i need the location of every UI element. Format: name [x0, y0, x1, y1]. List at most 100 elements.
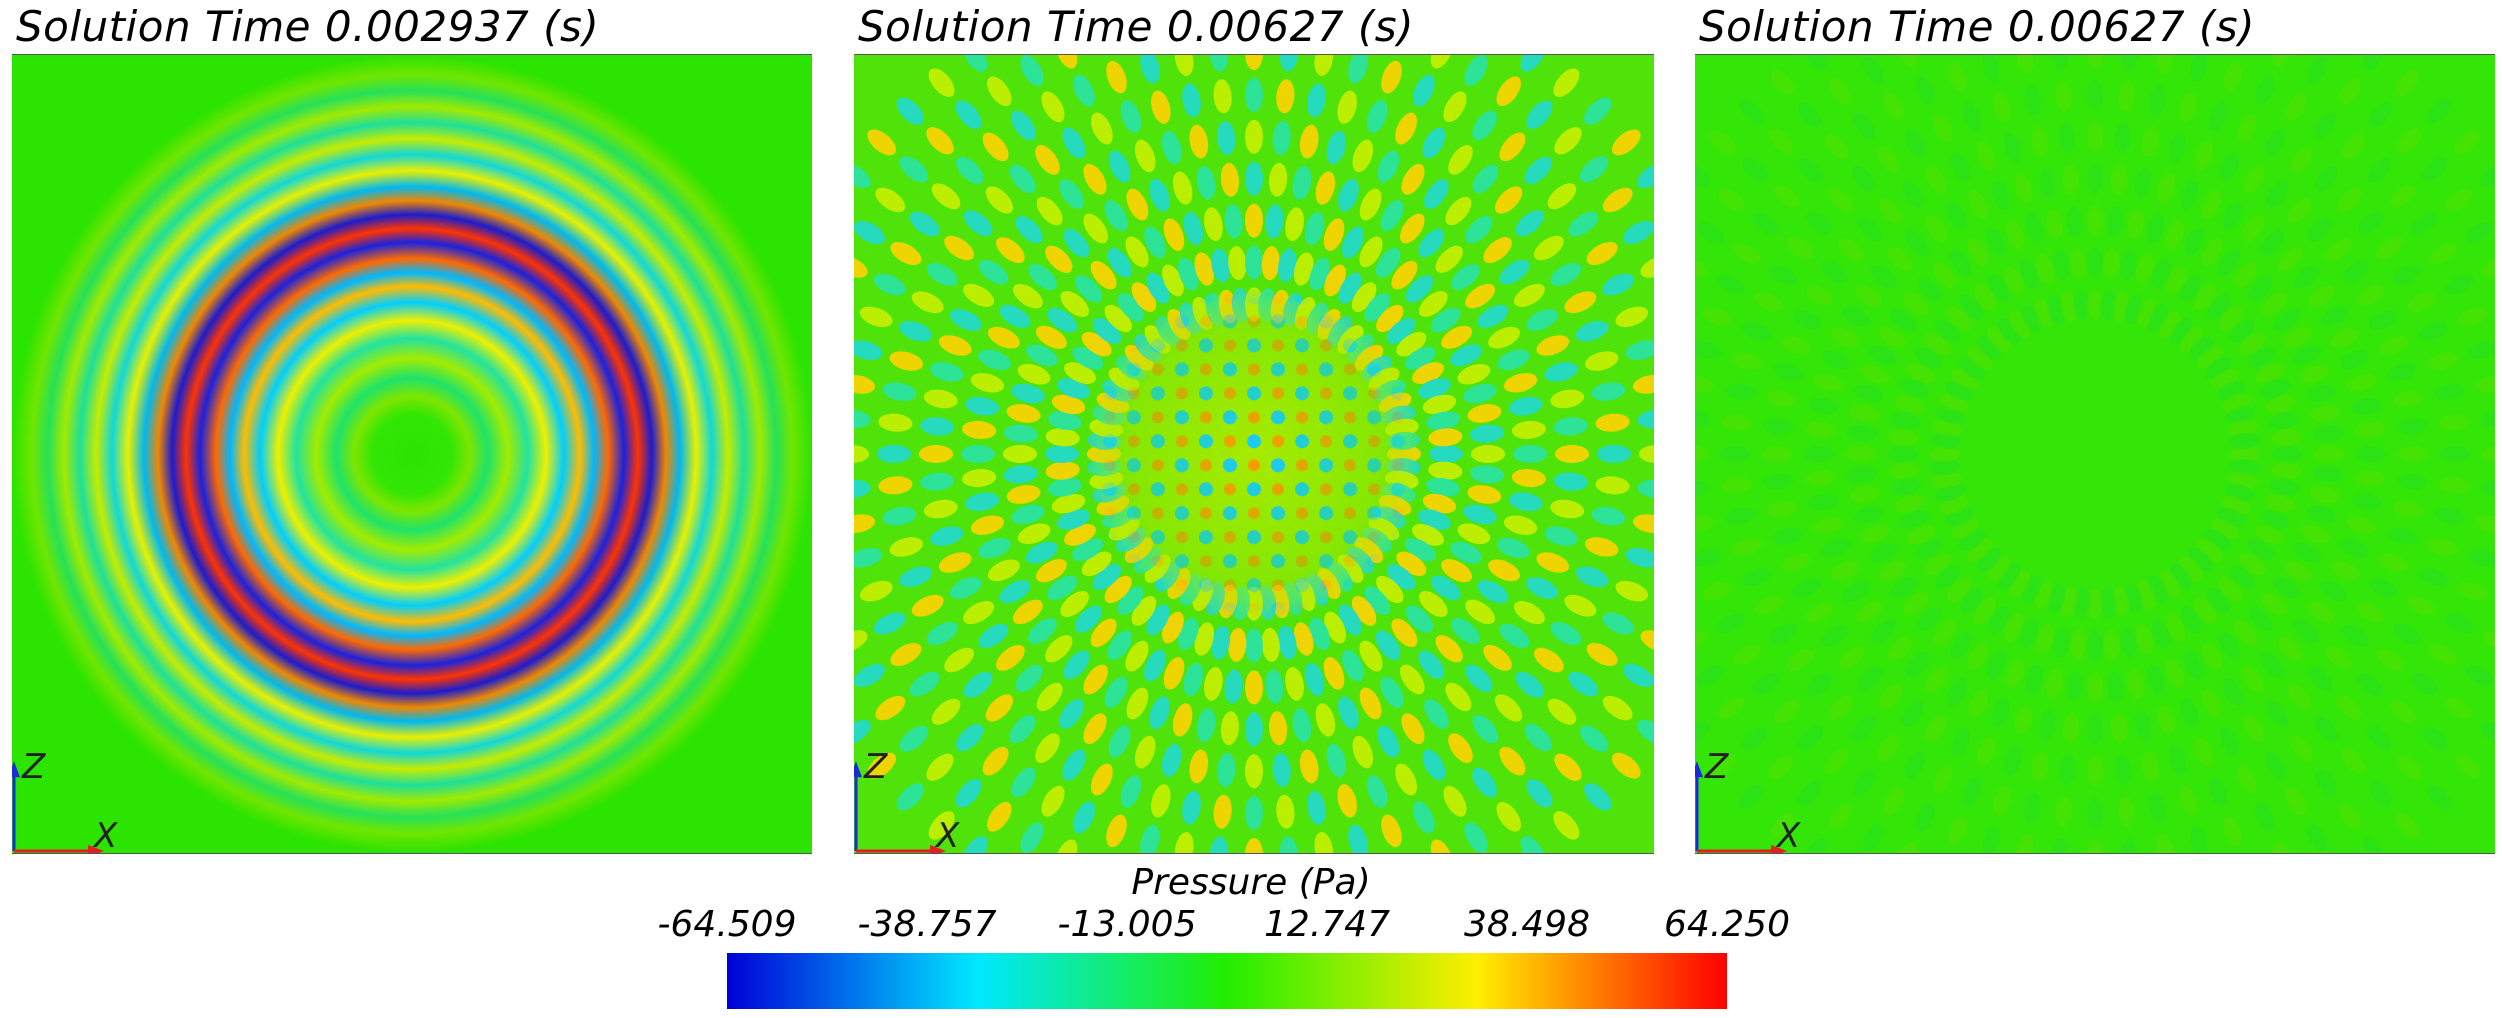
streak-blob: [1803, 446, 1835, 462]
streak-blob: [2368, 102, 2392, 128]
streak-blob: [1968, 689, 1989, 718]
streak-blob: [2445, 613, 2474, 634]
streak-blob: [1695, 257, 1707, 277]
streak-blob: [1967, 346, 1993, 370]
streak-blob: [2376, 649, 2404, 671]
streak-blob: [1935, 319, 1961, 343]
streak-blob: [2395, 812, 2419, 839]
streak-blob: [2087, 588, 2103, 619]
streak-blob: [1962, 102, 1982, 132]
streak-blob: [2358, 211, 2384, 235]
colorbar-tick-3: -13.005: [1057, 904, 1197, 945]
streak-blob: [2066, 206, 2083, 237]
streak-blob: [1786, 649, 1814, 671]
streak-blob: [1804, 421, 1836, 439]
streak-blob: [2051, 55, 2069, 70]
streak-blob: [2127, 668, 2144, 699]
streak-blob: [1935, 565, 1961, 589]
streak-blob: [2134, 167, 2152, 198]
pressure-wavefront-rings: [12, 55, 812, 853]
streak-blob: [1879, 198, 1903, 224]
streak-blob: [2313, 446, 2345, 462]
streak-blob: [2480, 411, 2495, 428]
streak-blob: [2188, 547, 2214, 572]
streak-blob: [2418, 567, 2448, 586]
axis-label-z-3: Z: [1704, 747, 1729, 787]
streak-blob: [2445, 189, 2472, 211]
streak-blob: [2166, 266, 2186, 295]
streak-blob: [2422, 727, 2448, 751]
streak-blob: [2458, 582, 2488, 601]
streak-blob: [2151, 619, 2170, 649]
streak-blob: [1695, 515, 1715, 532]
streak-blob: [2087, 714, 2103, 745]
streak-blob: [2136, 624, 2154, 654]
streak-blob: [2170, 563, 2192, 590]
streak-blob: [1742, 322, 1772, 341]
streak-blob: [2254, 363, 2284, 383]
streak-blob: [2112, 586, 2130, 617]
streak-blob: [2283, 327, 2312, 348]
streak-blob: [1761, 446, 1793, 462]
streak-blob: [1857, 666, 1883, 691]
colorbar-tick-6: 64.250: [1664, 904, 1790, 945]
streak-blob: [1695, 549, 1722, 567]
streak-blob: [2201, 642, 2223, 670]
streak-blob: [2429, 644, 2457, 665]
streak-blob: [2218, 631, 2241, 659]
streak-blob: [2222, 201, 2244, 230]
streak-blob: [1947, 306, 1972, 331]
streak-blob: [2005, 220, 2025, 250]
streak-blob: [1821, 539, 1851, 558]
streak-blob: [1766, 390, 1797, 408]
streak-blob: [1878, 560, 1907, 581]
streak-blob: [1781, 553, 1811, 572]
streak-blob: [2320, 306, 2348, 327]
streak-blob: [1976, 336, 2002, 361]
streak-blob: [2004, 132, 2022, 163]
streak-blob: [1742, 567, 1772, 586]
streak-blob: [2233, 620, 2257, 646]
streak-blob: [2339, 350, 2369, 369]
streak-blob: [2087, 55, 2103, 69]
streak-blob: [1973, 597, 1996, 625]
streak-blob: [1725, 383, 1756, 400]
streak-blob: [2211, 518, 2239, 540]
pressure-field-plot-3: Z X: [1695, 54, 2495, 854]
streak-blob: [2330, 560, 2360, 580]
streak-blob: [1825, 134, 1849, 160]
streak-blob: [1852, 716, 1876, 742]
streak-blob: [2411, 213, 2438, 235]
streak-blob: [1733, 243, 1761, 264]
streak-blob: [2208, 776, 2228, 806]
streak-blob: [2354, 421, 2386, 439]
streak-blob: [2314, 716, 2338, 742]
streak-blob: [1771, 69, 1795, 96]
streak-blob: [1769, 264, 1797, 285]
streak-blob: [1763, 418, 1794, 435]
streak-blob: [2149, 792, 2166, 823]
streak-blob: [2165, 658, 2185, 688]
streak-blob: [1977, 141, 1996, 171]
streak-blob: [1829, 77, 1852, 105]
streak-blob: [2261, 592, 2288, 616]
streak-blob: [1930, 432, 1961, 449]
streak-blob: [1998, 563, 2020, 590]
streak-blob: [1906, 652, 1930, 678]
streak-blob: [2362, 837, 2385, 853]
streak-blob: [1774, 184, 1800, 208]
streak-blob: [2458, 307, 2488, 326]
streak-blob: [2070, 248, 2087, 279]
streak-blob: [2146, 664, 2165, 695]
streak-blob: [2260, 379, 2290, 398]
streak-blob: [1853, 112, 1876, 139]
streak-blob: [2358, 673, 2384, 697]
streak-blob: [2312, 425, 2344, 442]
streak-blob: [1695, 446, 1709, 462]
streak-blob: [2197, 346, 2223, 370]
streak-blob: [2170, 318, 2192, 345]
axis-label-x-2: X: [934, 816, 960, 854]
streak-blob: [1967, 642, 1989, 670]
streak-blob: [1838, 646, 1865, 670]
colorbar-tick-1: -64.509: [657, 904, 797, 945]
